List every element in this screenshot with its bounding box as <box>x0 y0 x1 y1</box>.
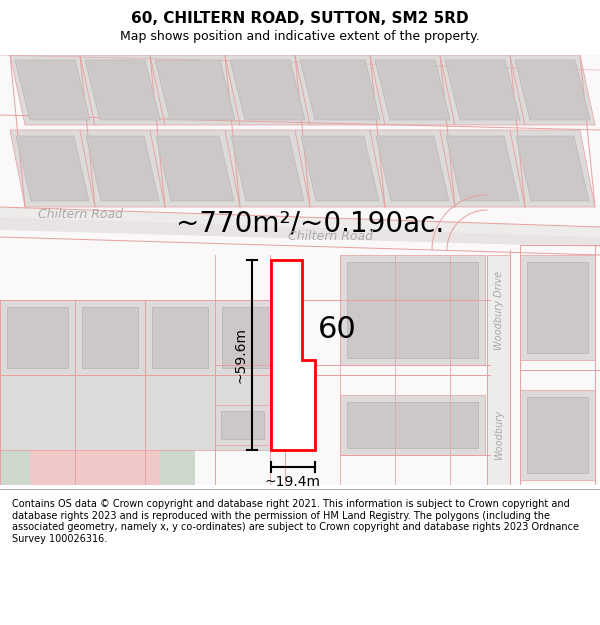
Text: 60, CHILTERN ROAD, SUTTON, SM2 5RD: 60, CHILTERN ROAD, SUTTON, SM2 5RD <box>131 11 469 26</box>
Bar <box>145 300 215 375</box>
Bar <box>221 411 264 439</box>
Polygon shape <box>295 130 385 207</box>
Polygon shape <box>80 130 165 207</box>
Polygon shape <box>150 55 240 125</box>
Bar <box>75 375 145 450</box>
Polygon shape <box>515 60 590 120</box>
Polygon shape <box>225 130 310 207</box>
Text: Chiltern Road: Chiltern Road <box>287 231 373 244</box>
Bar <box>222 307 278 368</box>
Polygon shape <box>150 130 240 207</box>
Polygon shape <box>10 55 95 125</box>
Polygon shape <box>230 60 305 120</box>
Bar <box>340 395 485 455</box>
Bar <box>347 402 478 448</box>
Polygon shape <box>0 305 195 485</box>
Polygon shape <box>375 60 450 120</box>
Polygon shape <box>0 217 600 247</box>
Bar <box>215 375 285 450</box>
Bar <box>527 262 588 353</box>
Polygon shape <box>155 60 235 120</box>
Bar <box>520 390 595 480</box>
Polygon shape <box>445 60 520 120</box>
Text: Map shows position and indicative extent of the property.: Map shows position and indicative extent… <box>120 30 480 43</box>
Polygon shape <box>86 136 159 201</box>
Text: 60: 60 <box>318 316 357 344</box>
Polygon shape <box>510 55 595 125</box>
Polygon shape <box>10 130 95 207</box>
Polygon shape <box>156 136 234 201</box>
Bar <box>152 307 208 368</box>
Bar <box>0 375 75 450</box>
Polygon shape <box>446 136 519 201</box>
Bar <box>215 405 270 445</box>
Text: ~770m²/~0.190ac.: ~770m²/~0.190ac. <box>176 209 444 237</box>
Bar <box>0 300 75 375</box>
Polygon shape <box>80 55 165 125</box>
Bar <box>82 307 138 368</box>
Polygon shape <box>30 395 160 485</box>
Text: Chiltern Road: Chiltern Road <box>37 209 122 221</box>
Polygon shape <box>85 60 160 120</box>
Polygon shape <box>0 207 600 237</box>
Polygon shape <box>231 136 304 201</box>
Polygon shape <box>440 130 525 207</box>
Bar <box>340 255 485 365</box>
Bar <box>75 300 145 375</box>
Polygon shape <box>0 55 600 485</box>
Polygon shape <box>15 60 90 120</box>
Polygon shape <box>301 136 379 201</box>
Polygon shape <box>16 136 89 201</box>
Polygon shape <box>370 55 455 125</box>
Polygon shape <box>487 255 510 485</box>
Polygon shape <box>376 136 449 201</box>
Polygon shape <box>440 55 525 125</box>
Text: ~19.4m: ~19.4m <box>265 475 321 489</box>
Text: ~59.6m: ~59.6m <box>233 327 247 383</box>
Polygon shape <box>295 55 385 125</box>
Polygon shape <box>300 60 380 120</box>
Bar <box>347 262 478 358</box>
Polygon shape <box>370 130 455 207</box>
Bar <box>7 307 68 368</box>
Text: Woodbury Drive: Woodbury Drive <box>494 271 504 349</box>
Polygon shape <box>516 136 589 201</box>
Polygon shape <box>510 130 595 207</box>
Text: Woodbury: Woodbury <box>494 410 504 460</box>
Bar <box>215 300 285 375</box>
Polygon shape <box>271 260 315 450</box>
Bar <box>145 375 215 450</box>
Text: Contains OS data © Crown copyright and database right 2021. This information is : Contains OS data © Crown copyright and d… <box>12 499 579 544</box>
Polygon shape <box>225 55 310 125</box>
Bar <box>527 397 588 473</box>
Bar <box>520 255 595 360</box>
